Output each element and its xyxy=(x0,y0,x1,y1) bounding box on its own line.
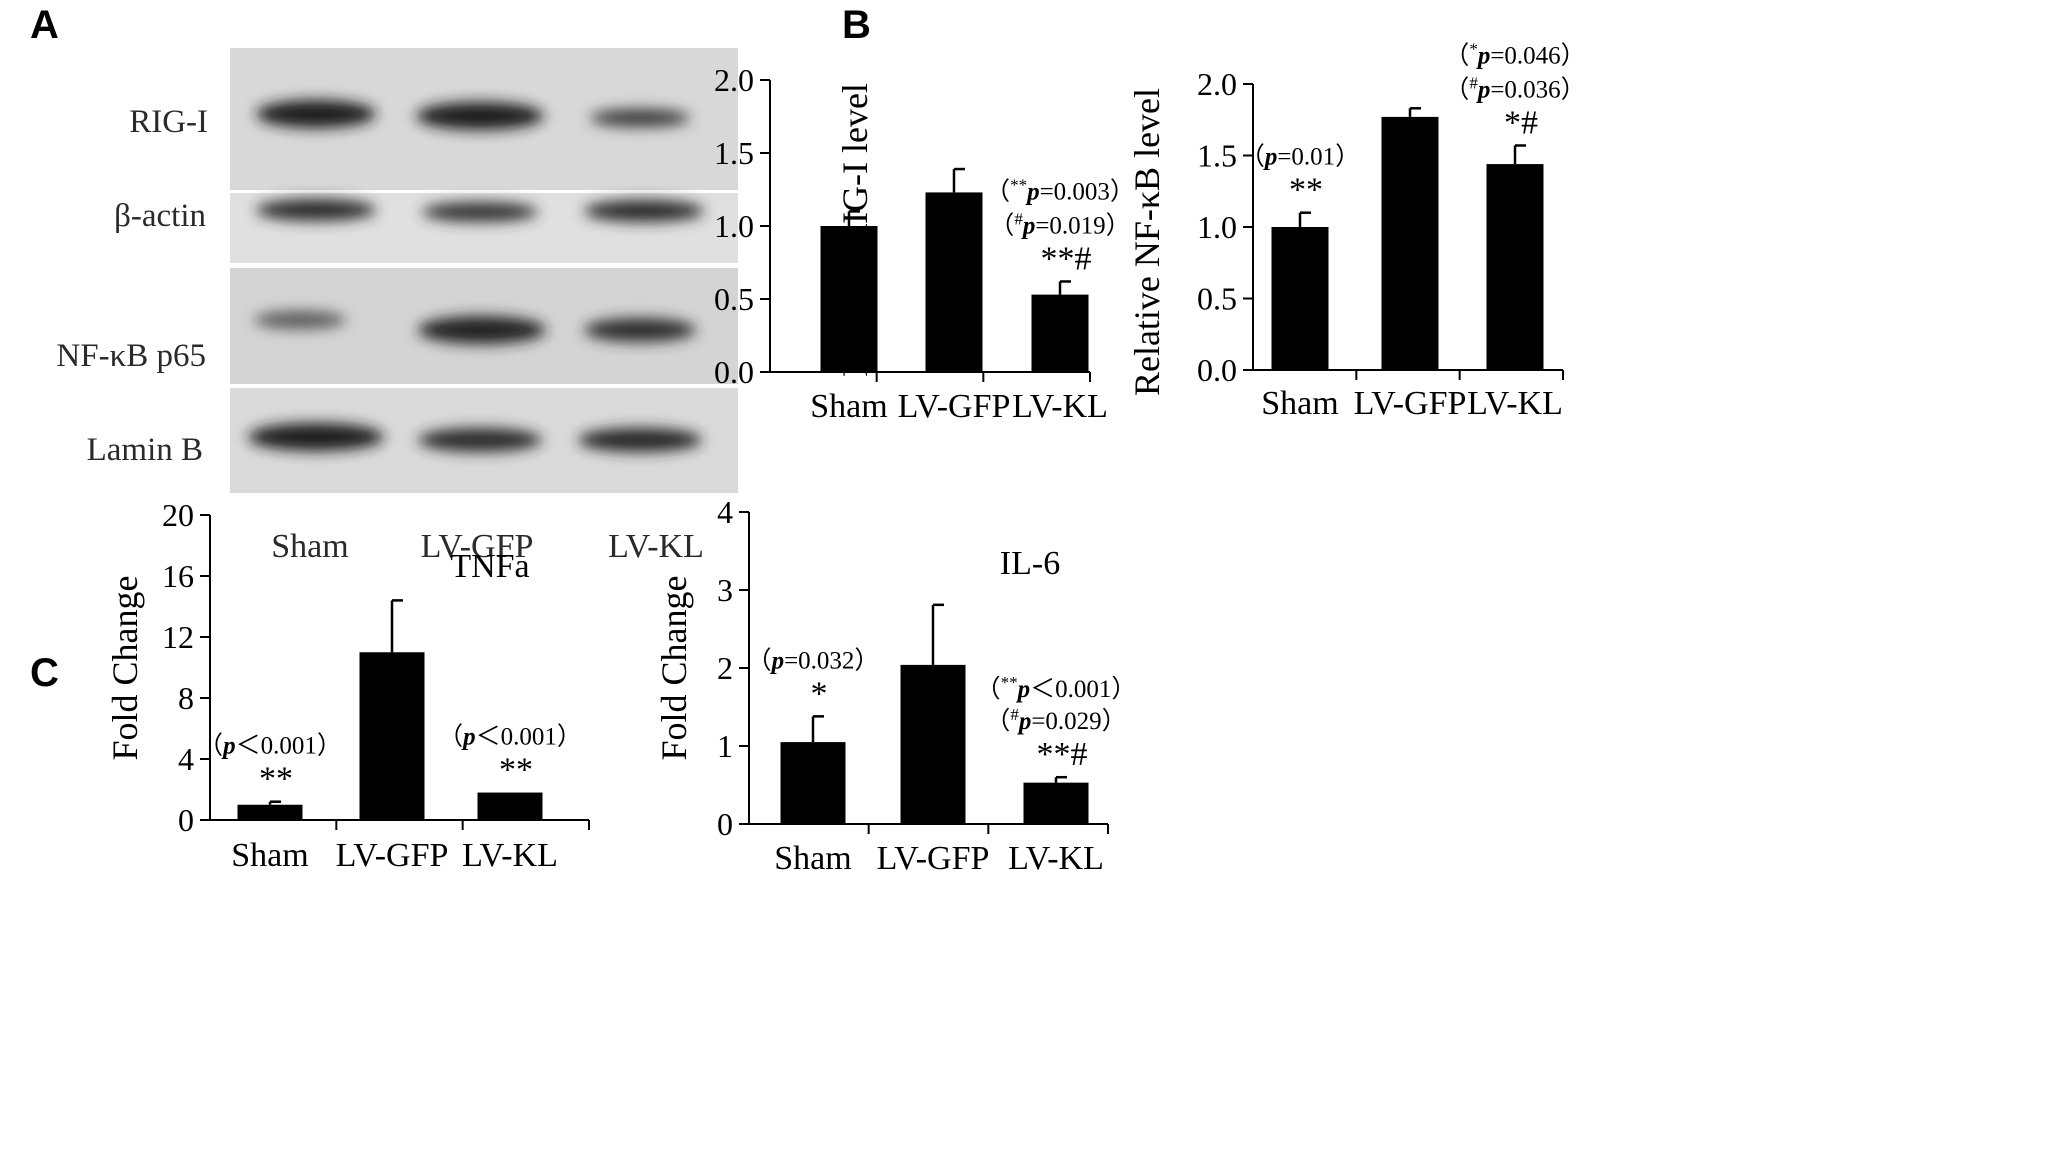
x-tick-label: LV-KL xyxy=(1467,385,1563,422)
y-tick-label: 0 xyxy=(717,806,733,842)
y-tick-label: 1.0 xyxy=(1197,209,1237,245)
y-tick-label: 2.0 xyxy=(714,62,754,98)
y-tick-label: 2.0 xyxy=(1197,66,1237,102)
y-axis-label: Relative RIG-I level xyxy=(835,83,875,377)
blot-lane-label-lvgfp: LV-GFP xyxy=(421,528,534,565)
y-tick-label: 0.0 xyxy=(1197,352,1237,388)
y-tick-label: 0.5 xyxy=(1197,281,1237,317)
y-tick-label: 4 xyxy=(178,741,194,777)
x-tick-label: LV-KL xyxy=(1012,388,1108,425)
panel-letter-b: B xyxy=(842,3,871,47)
x-tick-label: LV-KL xyxy=(462,837,558,874)
band-rig1-lvkl xyxy=(590,109,690,127)
blot-row-label-laminb: Lamin B xyxy=(87,432,203,468)
bar-lv-kl xyxy=(1031,294,1089,372)
panel-letter-c: C xyxy=(30,651,59,695)
x-tick-label: Sham xyxy=(231,837,308,874)
bar-sham xyxy=(1271,227,1329,370)
y-axis-label: Relative NF-κB level xyxy=(1127,88,1167,396)
band-nfkb-lvkl xyxy=(584,318,696,342)
x-tick-label: LV-KL xyxy=(1008,840,1104,877)
p-value-annotation: （p＜0.001） xyxy=(198,732,342,760)
bar-sham xyxy=(820,226,878,372)
p-value-annotation: （**p＜0.001） xyxy=(976,673,1137,704)
y-tick-label: 12 xyxy=(162,619,194,655)
p-value-annotation: （*p=0.046） xyxy=(1444,39,1585,70)
band-rig1-lvgfp xyxy=(416,102,544,130)
y-tick-label: 2 xyxy=(717,650,733,686)
panel-letter-a: A xyxy=(30,3,59,47)
chart-2: 0.0 0.5 1.0 1.5 2.0 Sham LV-GFP LV-KL Relative N… xyxy=(1127,39,1586,422)
blot-row-label-rig1: RIG-I xyxy=(129,104,208,140)
chart-4: 0 1 2 3 4 Sham LV-GFP LV-KL Fold Change IL-6 *（p=0… xyxy=(654,494,1136,877)
band-actin-lvgfp xyxy=(422,202,538,222)
bar-sham xyxy=(780,742,846,824)
y-tick-label: 0 xyxy=(178,802,194,838)
significance-marker: *# xyxy=(1504,104,1538,141)
y-tick-label: 1.0 xyxy=(714,208,754,244)
significance-marker: * xyxy=(811,675,828,712)
blot-row-label-actin: β-actin xyxy=(114,198,206,234)
p-value-annotation: （p=0.032） xyxy=(747,646,880,674)
bar-lv-gfp xyxy=(925,192,983,372)
chart-3: 0 4 8 12 16 20 Sham LV-GFP LV-KL Fold Change TNFa *… xyxy=(105,497,590,874)
y-tick-label: 4 xyxy=(717,494,733,530)
band-actin-lvkl xyxy=(584,200,704,222)
y-tick-label: 1.5 xyxy=(714,135,754,171)
x-tick-label: LV-GFP xyxy=(877,840,990,877)
band-laminb-lvkl xyxy=(578,428,702,452)
x-tick-label: LV-GFP xyxy=(336,837,449,874)
p-value-annotation: （#p=0.019） xyxy=(989,209,1130,240)
chart-title: IL-6 xyxy=(1000,545,1060,582)
blot-bands xyxy=(248,100,704,452)
band-actin-sham xyxy=(256,199,376,221)
p-value-annotation: （#p=0.036） xyxy=(1444,73,1585,104)
p-value-annotation: （**p=0.003） xyxy=(985,175,1135,206)
x-tick-label: LV-GFP xyxy=(898,388,1011,425)
chart-1: 0.0 0.5 1.0 1.5 2.0 Sham LV-GFP LV-KL Relative R… xyxy=(714,62,1135,425)
blot-lane-label-lvkl: LV-KL xyxy=(608,528,704,565)
band-rig1-sham xyxy=(256,100,376,128)
significance-marker: **# xyxy=(1041,240,1092,277)
band-nfkb-lvgfp xyxy=(418,316,546,344)
bar-lv-kl xyxy=(1486,164,1544,370)
y-tick-label: 0.0 xyxy=(714,354,754,390)
x-tick-label: Sham xyxy=(810,388,887,425)
bar-sham xyxy=(237,804,303,820)
bar-lv-kl xyxy=(1023,782,1089,824)
x-tick-label: Sham xyxy=(1261,385,1338,422)
western-blot: RIG-I β-actin NF-κB p65 Lamin B Sham LV-… xyxy=(56,48,738,565)
bar-lv-kl xyxy=(477,792,543,820)
bar-lv-gfp xyxy=(900,664,966,824)
p-value-annotation: （p=0.01） xyxy=(1240,143,1360,171)
band-laminb-lvgfp xyxy=(418,428,542,452)
blot-row-label-nfkb: NF-κB p65 xyxy=(56,338,206,374)
x-tick-label: LV-GFP xyxy=(1354,385,1467,422)
p-value-annotation: （#p=0.029） xyxy=(985,705,1126,736)
significance-marker: ** xyxy=(259,761,293,798)
y-tick-label: 1 xyxy=(717,728,733,764)
y-axis-label: Fold Change xyxy=(105,576,145,761)
bar-lv-gfp xyxy=(359,652,425,820)
y-tick-label: 0.5 xyxy=(714,281,754,317)
x-tick-label: Sham xyxy=(774,840,851,877)
p-value-annotation: （p＜0.001） xyxy=(438,723,582,751)
blot-lane-label-sham: Sham xyxy=(271,528,348,565)
y-tick-label: 1.5 xyxy=(1197,138,1237,174)
band-laminb-sham xyxy=(248,423,384,451)
y-tick-label: 20 xyxy=(162,497,194,533)
chart-title: TNFa xyxy=(450,548,529,585)
y-tick-label: 3 xyxy=(717,572,733,608)
significance-marker: ** xyxy=(1289,172,1323,209)
y-axis-label: Fold Change xyxy=(654,576,694,761)
y-tick-label: 8 xyxy=(178,680,194,716)
band-nfkb-sham xyxy=(254,311,346,329)
y-tick-label: 16 xyxy=(162,558,194,594)
significance-marker: ** xyxy=(499,752,533,789)
bar-lv-gfp xyxy=(1381,116,1439,370)
significance-marker: **# xyxy=(1037,736,1088,773)
